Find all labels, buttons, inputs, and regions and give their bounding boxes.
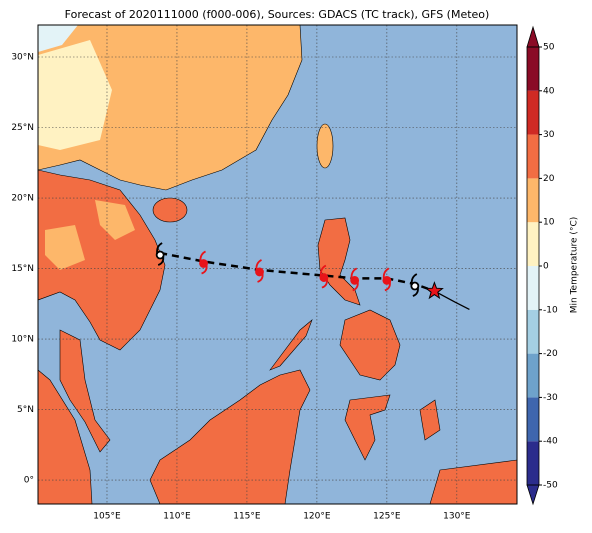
colorbar-segment: [527, 47, 539, 91]
graticule: [38, 25, 517, 504]
lon-tick-label: 110°E: [163, 512, 191, 522]
cyclone-arm: [410, 273, 418, 286]
colorbar-tick-label: 10: [543, 218, 555, 228]
cyclone-arm: [157, 255, 165, 266]
colorbar-tick-label: 30: [543, 130, 555, 140]
lon-tick-label: 105°E: [93, 512, 121, 522]
colorbar-segment: [527, 178, 539, 223]
cyclone-symbol: [199, 250, 208, 275]
map-frame: [37, 24, 518, 505]
colorbar-extend-top: [526, 25, 540, 48]
malay-peninsula: [59, 329, 111, 453]
cyclone-symbol: [255, 259, 264, 283]
taiwan: [316, 123, 334, 169]
colorbar-tick-label: 20: [543, 174, 555, 184]
colorbar-tick-label: 0: [543, 262, 549, 272]
halmahera: [419, 399, 441, 441]
indochina: [38, 169, 166, 351]
colorbar-segment: [527, 397, 539, 442]
sulawesi: [344, 394, 391, 461]
map-area: [38, 25, 517, 504]
cyclone-arm: [257, 272, 264, 283]
cyclone-arm: [382, 267, 390, 280]
colorbar-segment: [527, 441, 539, 485]
lat-tick-label: 30°N: [11, 53, 34, 63]
cyclone-eye: [382, 275, 392, 285]
cyclone-eye: [410, 281, 420, 291]
current-position: [425, 281, 444, 300]
colorbar-tick-label: -30: [543, 393, 558, 403]
new-guinea: [429, 459, 517, 504]
lat-tick-label: 15°N: [11, 264, 34, 274]
borneo: [149, 369, 311, 504]
china: [38, 25, 303, 191]
luzon: [317, 217, 361, 306]
hainan: [152, 197, 188, 223]
cyclone-arm: [199, 250, 206, 263]
colorbar-tick-label: -10: [543, 305, 558, 315]
colorbar-segment: [527, 134, 539, 179]
colorbar-tick-label: 40: [543, 86, 555, 96]
lat-tick-label: 20°N: [11, 194, 34, 204]
cyclone-track: [155, 242, 470, 310]
cyclone-arm: [412, 286, 419, 297]
cyclone-symbol: [350, 267, 360, 292]
lon-tick-label: 120°E: [303, 512, 331, 522]
colorbar-tick-label: -20: [543, 349, 558, 359]
cyclone-symbol: [155, 242, 165, 266]
cyclone-arm: [201, 264, 208, 275]
cyclone-arm: [350, 267, 358, 280]
lat-tick-label: 10°N: [11, 335, 34, 345]
lon-tick-label: 130°E: [443, 512, 471, 522]
colorbar-segment: [527, 353, 539, 398]
colorbar-segment: [527, 90, 539, 135]
lat-tick-label: 25°N: [11, 123, 34, 133]
colorbar-tick-label: -40: [543, 437, 558, 447]
cyclone-symbol: [319, 264, 329, 289]
cold-region: [38, 25, 78, 52]
cyclone-eye: [350, 275, 360, 285]
palawan: [269, 319, 313, 371]
cyclone-arm: [352, 281, 359, 292]
colorbar-label: Min Temperature (°C): [570, 217, 580, 314]
colorbar-tick-label: 50: [543, 43, 555, 53]
lon-tick-label: 115°E: [233, 512, 261, 522]
colorbar-segment: [527, 266, 539, 310]
lon-tick-label: 125°E: [373, 512, 401, 522]
warm-patch: [45, 225, 85, 270]
cyclone-arm: [321, 278, 328, 289]
mindanao: [339, 309, 401, 381]
past-track: [159, 251, 435, 293]
cyclone-symbol: [382, 267, 392, 292]
sumatra: [38, 369, 93, 504]
map-title: Forecast of 2020111000 (f000-006), Sourc…: [65, 8, 490, 21]
cyclone-symbol: [410, 273, 420, 297]
warm-patch: [95, 200, 135, 240]
cyclone-arm: [319, 264, 327, 277]
cold-region: [38, 40, 112, 150]
cyclone-arm: [156, 242, 163, 255]
colorbar-segment: [527, 309, 539, 354]
colorbar-extend-bottom: [526, 484, 540, 506]
cyclone-eye: [255, 267, 264, 277]
cyclone-eye: [199, 259, 208, 268]
forecast-track: [434, 290, 470, 310]
cyclone-eye: [319, 273, 329, 282]
cyclone-arm: [255, 259, 262, 272]
colorbar-segment: [527, 222, 539, 266]
colorbar-tick-label: -50: [543, 481, 558, 491]
colorbar: -50 -40 -30 -20 -10 0 10 20 30 40 50: [526, 25, 558, 506]
lat-tick-label: 5°N: [17, 405, 34, 415]
lat-tick-label: 0°: [24, 476, 34, 486]
cyclone-eye: [155, 250, 165, 260]
cyclone-arm: [384, 281, 391, 292]
